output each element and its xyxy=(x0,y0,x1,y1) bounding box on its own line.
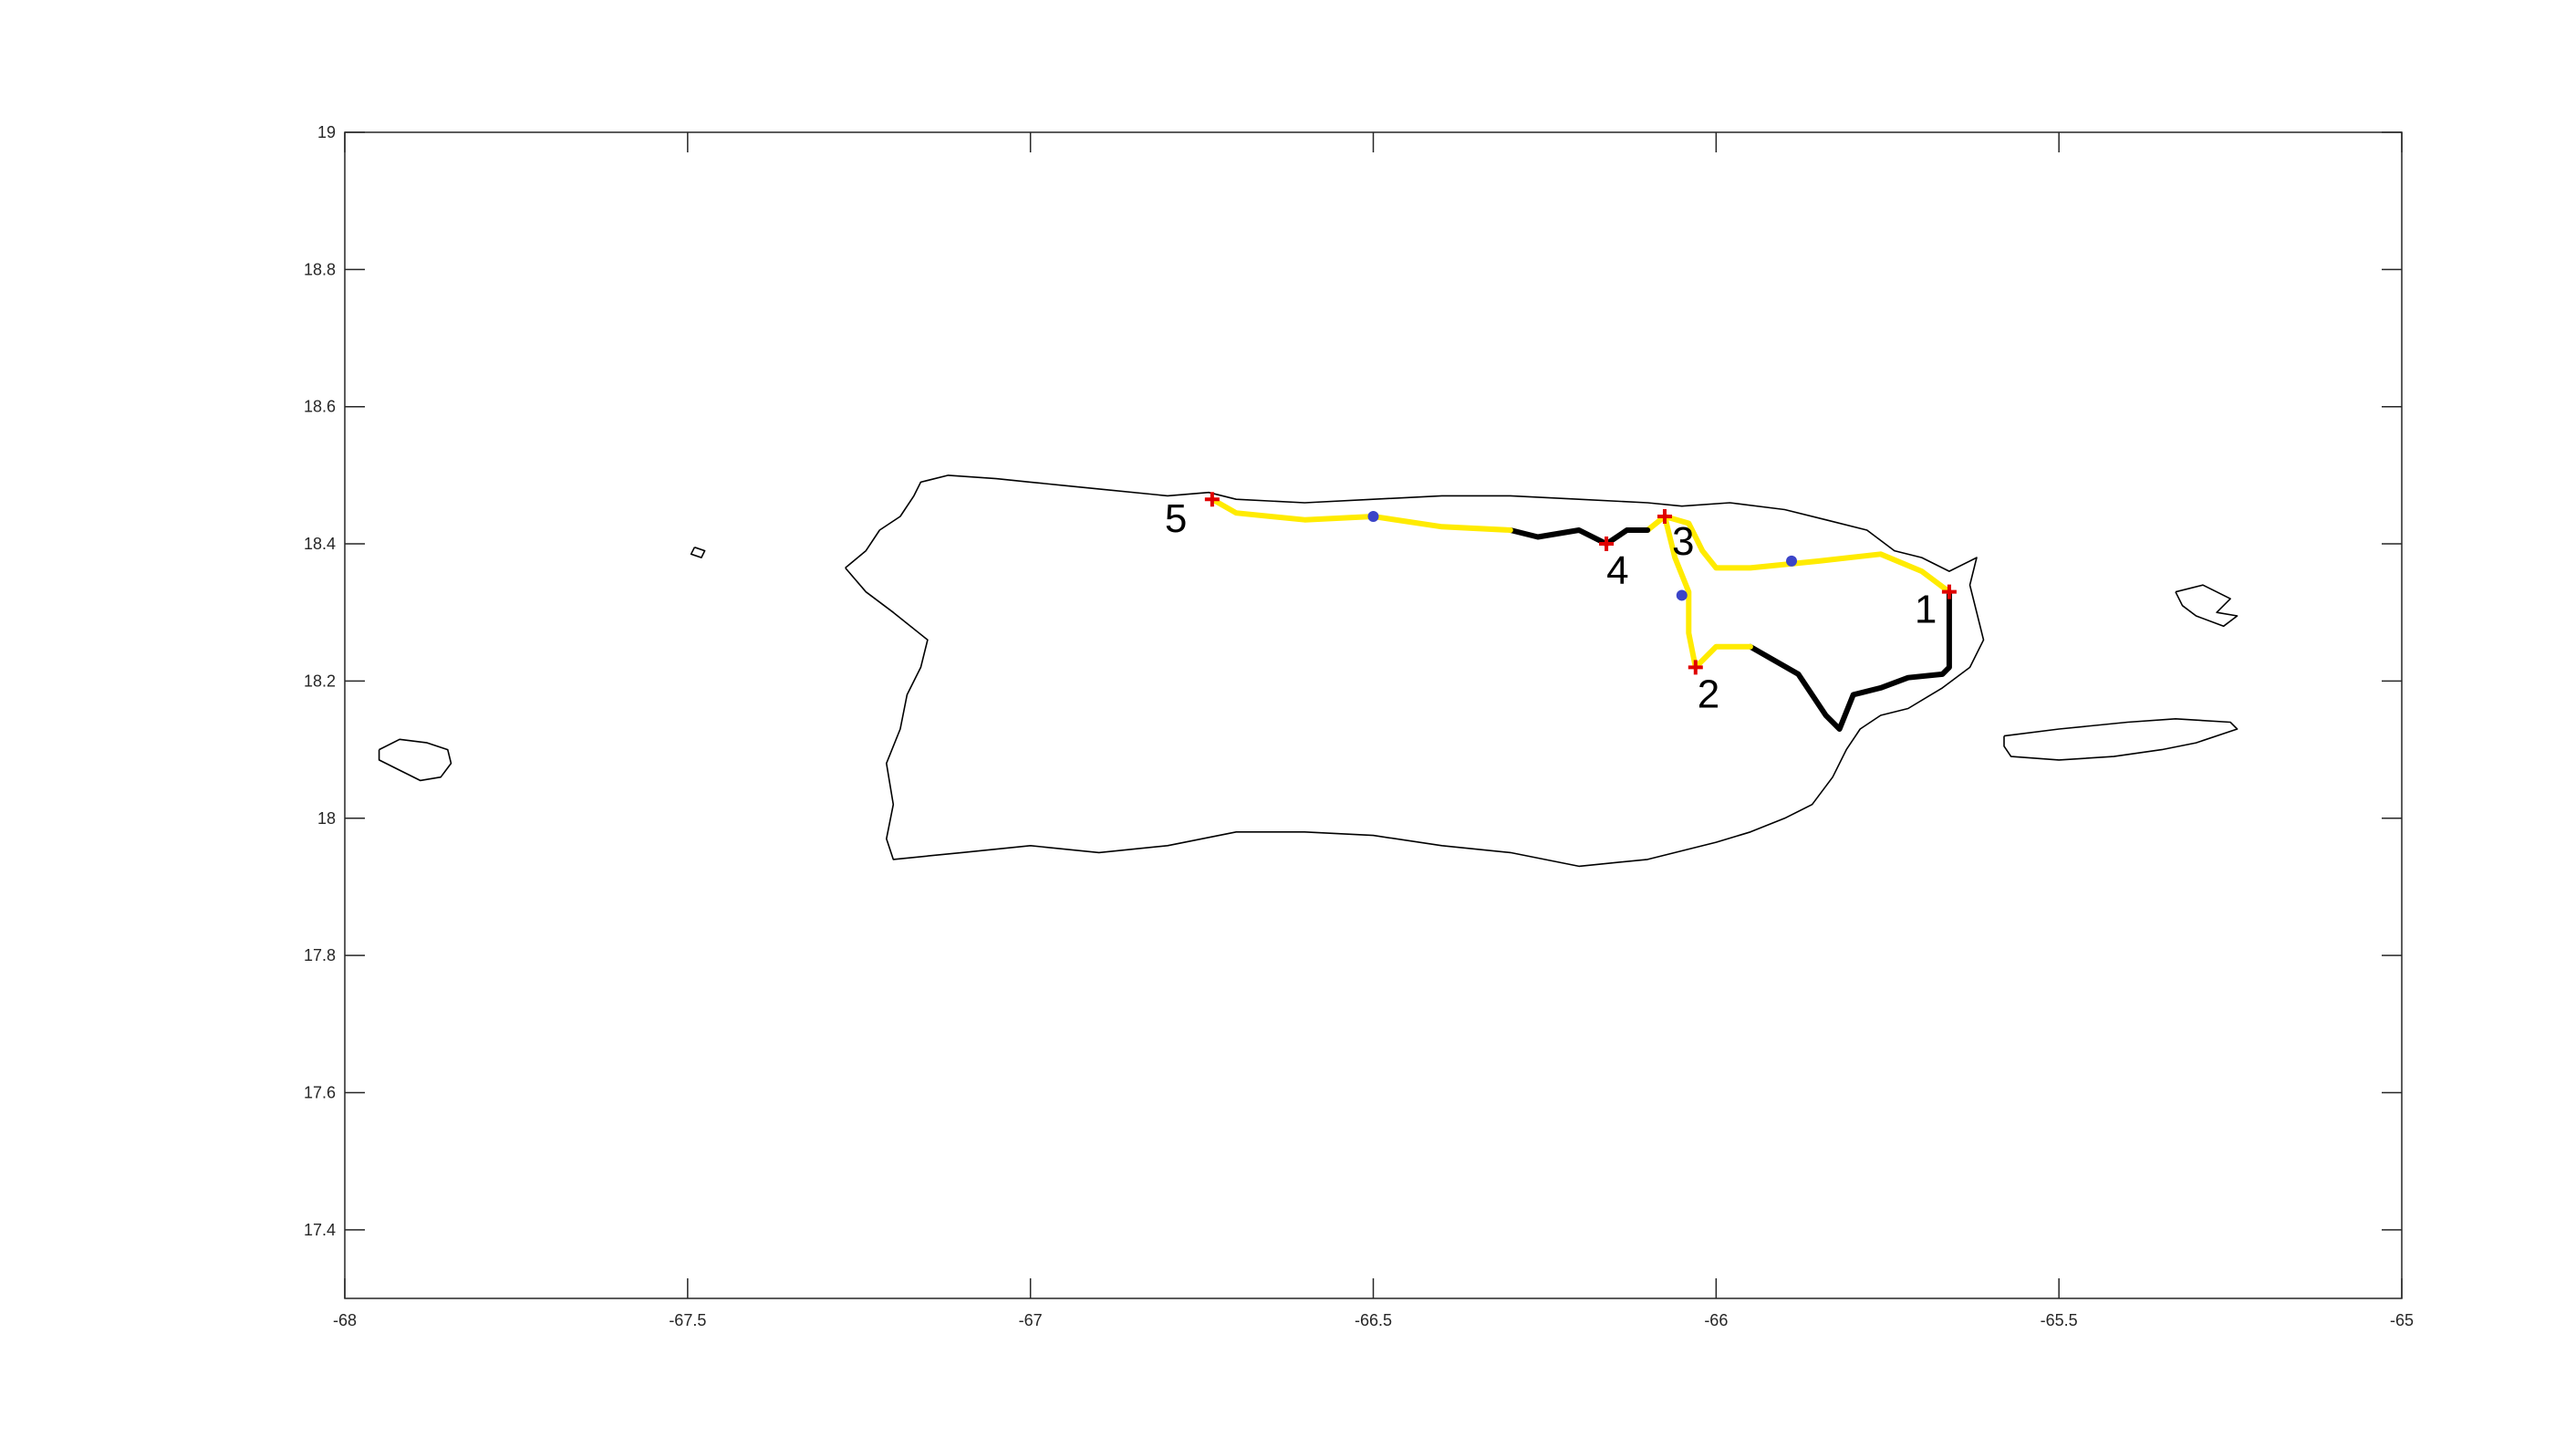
coastline-mona-island xyxy=(378,738,452,782)
node-marker-3 xyxy=(1657,508,1672,524)
route-segment-6 xyxy=(1209,496,1513,533)
y-tick-label: 18.6 xyxy=(304,398,336,416)
node-marker-2 xyxy=(1688,660,1703,675)
coastline-desecheo-island xyxy=(690,547,706,558)
blue-marker-3 xyxy=(1786,555,1798,567)
node-marker-4 xyxy=(1599,537,1615,552)
node-label-5: 5 xyxy=(1165,496,1187,541)
node-label-4: 4 xyxy=(1606,548,1628,593)
y-tick-label: 18 xyxy=(317,809,336,828)
y-tick-label: 18.8 xyxy=(304,260,336,278)
y-tick-label: 18.2 xyxy=(304,672,336,690)
route-segment-5 xyxy=(1507,527,1651,547)
route-segment-4 xyxy=(1645,514,1667,533)
node-label-2: 2 xyxy=(1698,672,1719,716)
x-tick-label: -66.5 xyxy=(1355,1311,1392,1329)
node-label-3: 3 xyxy=(1672,519,1694,564)
y-tick-label: 17.8 xyxy=(304,946,336,964)
route-segment-3 xyxy=(1662,514,1952,595)
node-layer: 1 2 34 5 xyxy=(1165,492,1957,716)
route-segment-2 xyxy=(1662,514,1753,671)
y-tick-label: 19 xyxy=(317,123,336,141)
route-segment-1 xyxy=(1747,589,1952,732)
node-label-1: 1 xyxy=(1915,588,1937,632)
coastline-culebra xyxy=(2175,584,2238,628)
axes-background xyxy=(345,132,2402,1298)
coastline-layer xyxy=(378,474,2238,868)
tick-layer: -68 -67.5 -67 -66.5 -66 -65.5 -65 17.4 17.6 17.8 1… xyxy=(304,123,2414,1329)
coastline-puerto-rico xyxy=(845,474,1985,868)
x-tick-label: -67.5 xyxy=(669,1311,706,1329)
route-layer xyxy=(1209,496,1952,732)
blue-marker-2 xyxy=(1676,589,1688,601)
node-marker-5 xyxy=(1204,492,1220,507)
coastline-vieques xyxy=(2003,717,2238,761)
x-tick-label: -66 xyxy=(1704,1311,1728,1329)
blue-marker-1 xyxy=(1367,510,1379,522)
y-tick-label: 17.4 xyxy=(304,1221,336,1239)
y-tick-label: 18.4 xyxy=(304,535,336,553)
node-marker-1 xyxy=(1941,584,1957,599)
x-tick-label: -68 xyxy=(333,1311,357,1329)
y-tick-label: 17.6 xyxy=(304,1083,336,1101)
x-tick-label: -67 xyxy=(1019,1311,1043,1329)
x-tick-label: -65.5 xyxy=(2041,1311,2078,1329)
marker-layer xyxy=(1367,510,1798,601)
x-tick-label: -65 xyxy=(2390,1311,2414,1329)
